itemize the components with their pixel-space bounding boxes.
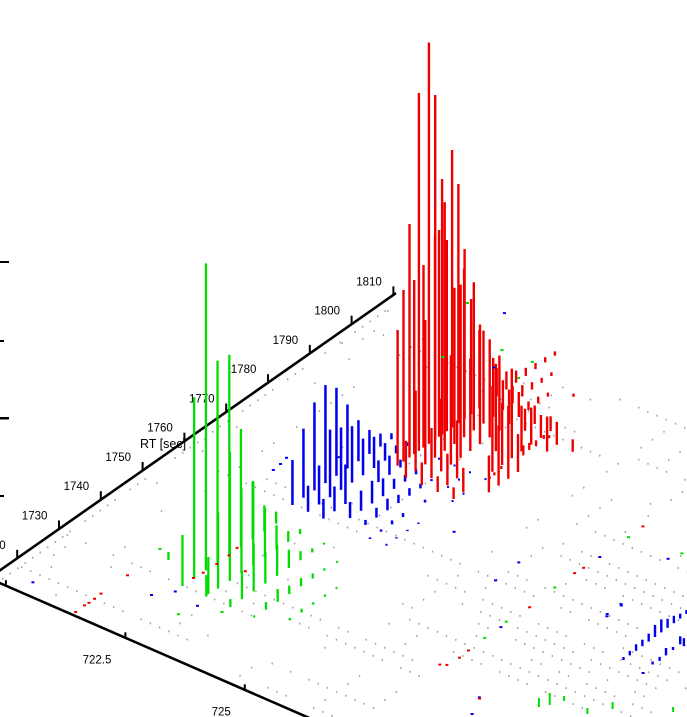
svg-text:1760: 1760 (147, 423, 173, 435)
svg-text:1790: 1790 (273, 335, 299, 347)
svg-text:1800: 1800 (314, 306, 340, 318)
svg-text:722.5: 722.5 (83, 654, 112, 666)
svg-text:1810: 1810 (356, 276, 382, 288)
svg-text:1770: 1770 (189, 394, 215, 406)
svg-text:1720: 1720 (0, 540, 6, 552)
svg-text:1730: 1730 (22, 511, 48, 523)
svg-text:1750: 1750 (105, 452, 131, 464)
svg-text:1740: 1740 (64, 481, 90, 493)
svg-text:725: 725 (212, 706, 231, 717)
svg-text:1780: 1780 (231, 364, 257, 376)
